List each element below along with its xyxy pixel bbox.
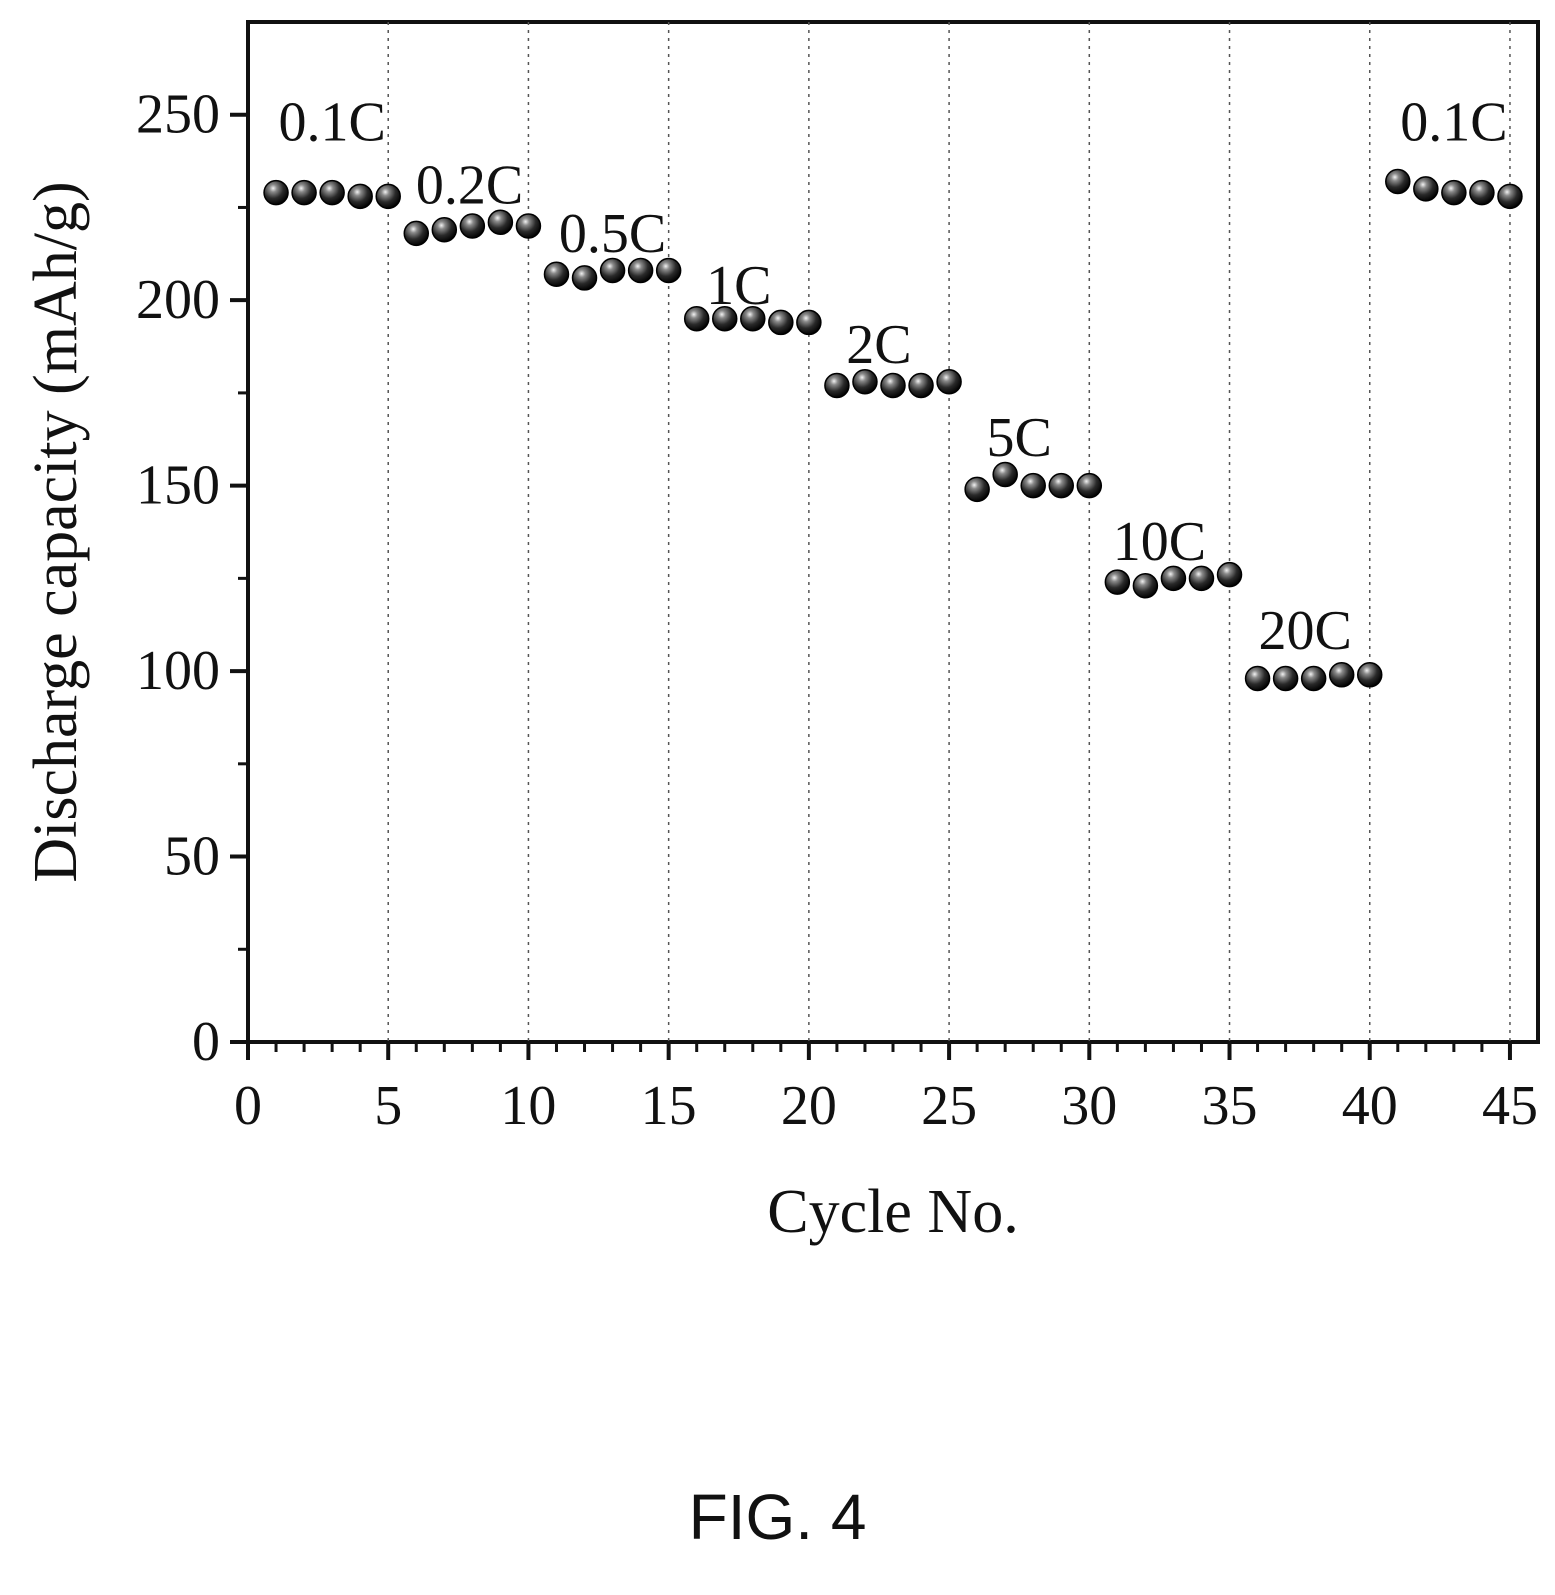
data-point	[459, 213, 486, 239]
data-point	[1497, 183, 1523, 210]
data-point	[683, 305, 710, 332]
data-point	[1132, 573, 1159, 599]
rate-label: 0.1C	[278, 92, 385, 154]
data-point	[711, 305, 738, 332]
data-point	[992, 461, 1018, 488]
x-tick-label: 40	[1342, 1075, 1398, 1137]
x-tick-label: 10	[500, 1075, 556, 1137]
data-point	[1328, 662, 1355, 688]
data-point	[1385, 168, 1411, 195]
rate-label: 10C	[1113, 511, 1206, 573]
rate-label: 5C	[987, 407, 1052, 469]
x-tick-label: 35	[1202, 1075, 1258, 1137]
x-axis-ticks: 0 5 10 15 20 25 30 35 40 45	[234, 1042, 1538, 1137]
y-tick-label: 150	[136, 455, 220, 517]
data-point	[964, 476, 990, 503]
data-point	[852, 369, 878, 395]
rate-label: 0.2C	[416, 155, 523, 217]
data-point	[1048, 472, 1075, 499]
rate-label: 2C	[846, 314, 911, 376]
data-point	[1188, 565, 1215, 592]
y-tick-label: 200	[136, 269, 220, 331]
data-point	[627, 257, 654, 284]
data-point	[263, 179, 289, 206]
y-tick-label: 50	[164, 826, 220, 888]
data-point	[1413, 176, 1439, 202]
data-point	[655, 257, 682, 284]
data-point	[1104, 569, 1131, 595]
data-point	[291, 179, 317, 206]
data-point	[515, 213, 542, 239]
divider-lines	[387, 22, 1511, 1042]
y-tick-label: 100	[136, 640, 220, 702]
data-point	[796, 309, 822, 336]
data-point	[768, 309, 794, 336]
data-point	[1300, 665, 1327, 692]
rate-label: 0.1C	[1400, 92, 1507, 154]
x-tick-label: 20	[781, 1075, 837, 1137]
data-point	[1441, 179, 1467, 206]
data-point	[1469, 179, 1495, 206]
data-point	[1216, 561, 1243, 588]
x-axis-title: Cycle No.	[767, 1178, 1018, 1246]
data-point	[740, 305, 766, 332]
data-point	[347, 183, 373, 210]
data-points	[263, 168, 1523, 692]
data-point	[487, 209, 514, 236]
data-point	[1356, 662, 1383, 688]
data-point	[543, 261, 570, 287]
data-point	[599, 257, 626, 284]
figure-caption: FIG. 4	[688, 1481, 867, 1553]
data-point	[1272, 665, 1299, 692]
data-point	[431, 216, 458, 243]
data-point	[1020, 472, 1046, 499]
x-tick-label: 45	[1482, 1075, 1538, 1137]
data-point	[319, 179, 345, 206]
data-point	[403, 220, 430, 247]
data-point	[824, 372, 850, 399]
data-point	[571, 265, 598, 291]
y-axis-title: Discharge capacity (mAh/g)	[22, 181, 90, 882]
data-point	[1244, 665, 1271, 692]
data-point	[1160, 565, 1187, 592]
data-point	[880, 372, 906, 399]
x-tick-label: 5	[374, 1075, 402, 1137]
rate-label: 20C	[1259, 600, 1352, 662]
data-point	[936, 369, 962, 395]
x-tick-label: 0	[234, 1075, 262, 1137]
x-tick-label: 30	[1061, 1075, 1117, 1137]
rate-label: 1C	[706, 255, 771, 317]
y-tick-label: 0	[192, 1011, 220, 1073]
x-tick-label: 25	[921, 1075, 977, 1137]
data-point	[375, 183, 401, 210]
data-point	[908, 372, 934, 399]
y-tick-label: 250	[136, 84, 220, 146]
rate-annotations: 0.1C 0.2C 0.5C 1C 2C 5C 10C 20C 0.1C	[278, 92, 1507, 662]
data-point	[1076, 472, 1103, 499]
y-axis-ticks: 0 50 100 150 200 250	[136, 84, 248, 1073]
x-tick-label: 15	[641, 1075, 697, 1137]
rate-label: 0.5C	[559, 203, 666, 265]
